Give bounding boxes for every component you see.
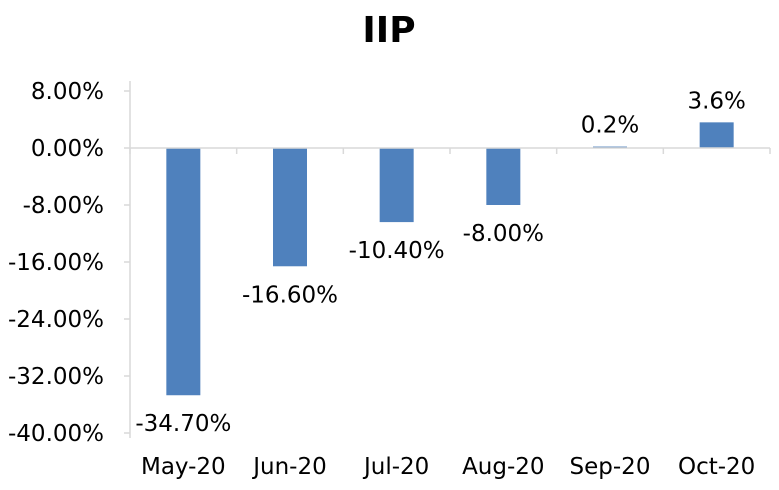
x-tick-label: Sep-20: [570, 454, 651, 480]
x-tick-label: May-20: [141, 454, 226, 480]
data-label: -16.60%: [242, 282, 338, 308]
y-tick-label: -8.00%: [23, 193, 104, 219]
data-label: -34.70%: [135, 411, 231, 437]
bar: [699, 122, 734, 148]
bar: [166, 148, 201, 396]
y-tick-label: 8.00%: [31, 79, 104, 105]
x-axis: May-20 Jun-20 Jul-20 Aug-20 Sep-20 Oct-20: [129, 147, 771, 480]
x-tick-label: Oct-20: [678, 454, 755, 480]
y-tick-label: -16.00%: [8, 250, 104, 276]
y-axis: 8.00% 0.00% -8.00% -16.00% -24.00% -32.00% -40…: [8, 79, 131, 447]
bar: [379, 148, 414, 223]
data-label: -10.40%: [349, 238, 445, 264]
y-tick-label: -24.00%: [8, 307, 104, 333]
data-label: 0.2%: [581, 113, 639, 139]
data-label: 3.6%: [687, 88, 745, 114]
chart-title: IIP: [362, 10, 415, 51]
x-tick-label: Aug-20: [462, 454, 544, 480]
y-tick-label: 0.00%: [31, 136, 104, 162]
y-tick-label: -40.00%: [8, 421, 104, 447]
bars: [166, 122, 734, 396]
bar: [273, 148, 307, 267]
data-label: -8.00%: [463, 221, 544, 247]
bar: [486, 148, 521, 205]
x-tick-label: Jun-20: [251, 454, 327, 480]
data-labels: -34.70% -16.60% -10.40% -8.00% 0.2% 3.6%: [135, 88, 746, 437]
x-tick-label: Jul-20: [362, 454, 429, 480]
y-tick-label: -32.00%: [8, 364, 104, 390]
